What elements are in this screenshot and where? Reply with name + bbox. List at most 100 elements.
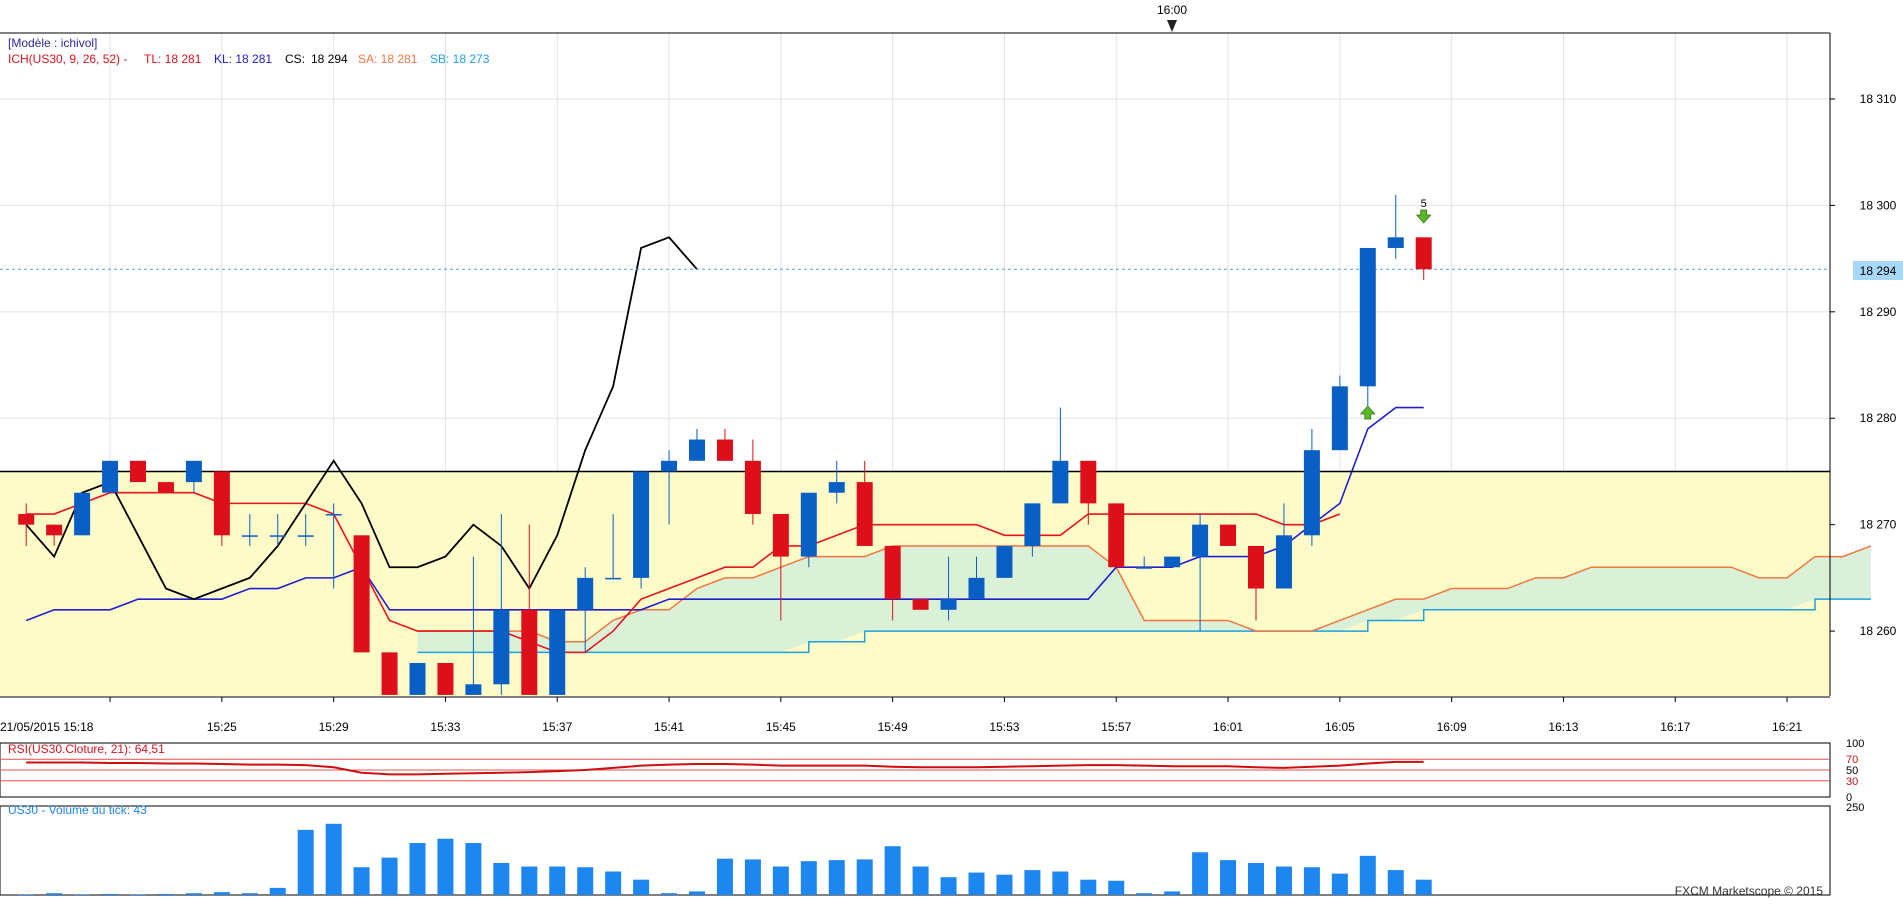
volume-bar — [1387, 870, 1404, 895]
volume-bar — [800, 861, 817, 895]
candle-body — [74, 492, 91, 536]
candle-body — [828, 482, 845, 493]
candle-body — [1080, 460, 1097, 504]
candle-body — [800, 492, 817, 557]
model-label: [Modèle : ichivol] — [8, 36, 97, 50]
candle-body — [1220, 524, 1237, 546]
candle-body — [1415, 237, 1432, 270]
volume-bar — [409, 843, 426, 895]
candle-body — [772, 514, 789, 557]
volume-bar — [716, 858, 733, 895]
volume-bar — [856, 859, 873, 895]
candle-body — [744, 460, 761, 515]
candle-body — [661, 460, 678, 472]
volume-bar — [689, 891, 705, 895]
candle-body — [409, 663, 426, 695]
volume-bar — [1415, 879, 1432, 895]
candle-body — [1359, 247, 1376, 387]
kl-label: KL: 18 281 — [214, 52, 272, 66]
volume-bar — [325, 823, 342, 895]
volume-bar — [912, 866, 929, 895]
candle-body — [213, 471, 230, 536]
rsi-tick-label: 0 — [1846, 792, 1852, 804]
volume-bar — [968, 872, 985, 895]
sb-label: SB: 18 273 — [430, 52, 490, 66]
candle-body — [1052, 460, 1069, 504]
signals — [1359, 209, 1432, 420]
volume-bar — [130, 894, 146, 895]
volume-bar — [1024, 870, 1041, 895]
candle-body — [549, 609, 566, 695]
candle-body — [102, 460, 119, 493]
time-tick-label: 16:13 — [1548, 720, 1578, 734]
candle-body — [353, 535, 370, 653]
price-tick-label: 18 280 — [1860, 411, 1897, 425]
time-tick-label: 16:01 — [1213, 720, 1243, 734]
time-tick-label: 15:57 — [1101, 720, 1131, 734]
volume-bar — [996, 874, 1013, 895]
price-tick-label: 18 300 — [1860, 198, 1897, 212]
cs-label: CS: — [285, 52, 305, 66]
volume-bar — [772, 866, 789, 895]
volume-title: US30 - Volume du tick: 43 — [8, 803, 147, 817]
candle-body — [1136, 567, 1153, 569]
volume-bar — [1080, 879, 1097, 895]
candle-body — [465, 684, 482, 695]
cs-value: 18 294 — [311, 52, 348, 66]
candle-body — [381, 652, 398, 695]
volume-bar — [1359, 855, 1376, 895]
candles — [18, 194, 1432, 695]
time-tick-label: 16:21 — [1772, 720, 1802, 734]
volume-bar — [465, 843, 482, 895]
candle-body — [46, 524, 63, 536]
candle-body — [1108, 503, 1125, 568]
time-tick-label: 15:25 — [207, 720, 237, 734]
volume-bar — [828, 860, 845, 895]
candle-body — [241, 535, 258, 537]
ich-label: ICH(US30, 9, 26, 52) - — [8, 52, 127, 66]
time-tick-label: 16:09 — [1437, 720, 1467, 734]
volume-bar — [1052, 871, 1069, 895]
rsi-tick-label: 100 — [1846, 738, 1864, 750]
candle-body — [493, 609, 510, 685]
volume-tick-label: 250 — [1846, 802, 1864, 814]
time-tick-label: 15:33 — [430, 720, 460, 734]
volume-bar — [1303, 867, 1320, 895]
rsi-title: RSI(US30.Cloture, 21): 64,51 — [8, 742, 165, 756]
volume-bar — [157, 893, 174, 895]
candle-body — [856, 482, 873, 546]
time-tick-label: 15:49 — [878, 720, 908, 734]
volume-bar — [437, 838, 454, 895]
candle-body — [940, 599, 957, 610]
rsi-tick-label: 70 — [1846, 754, 1858, 766]
indicator-legend: ICH(US30, 9, 26, 52) - TL: 18 281 KL: 18… — [8, 52, 490, 66]
chikou-line — [25, 236, 698, 601]
volume-bar — [18, 894, 35, 895]
candle-body — [1387, 237, 1404, 248]
last-price-tag-bg — [1853, 261, 1903, 280]
top-time-marker-icon — [1167, 20, 1177, 32]
candle-body — [689, 439, 705, 461]
volume-bar — [241, 893, 258, 895]
volume-bar — [633, 879, 650, 895]
volume-bar — [549, 866, 566, 895]
volume-bar — [213, 892, 230, 895]
volume-bar — [605, 871, 622, 895]
candle-body — [1164, 556, 1181, 568]
candle-body — [968, 577, 985, 600]
indicator-lines — [0, 236, 1872, 654]
volume-bar — [1220, 860, 1237, 895]
rsi-line — [26, 760, 1424, 776]
rsi-tick-label: 30 — [1846, 776, 1858, 788]
last-price-tag: 18 294 — [1860, 264, 1897, 278]
candle-body — [577, 577, 594, 610]
signal-count-label: 5 — [1421, 198, 1427, 210]
volume-bar — [1136, 893, 1153, 895]
rsi-tick-label: 50 — [1846, 765, 1858, 777]
volume-bar — [1331, 873, 1348, 895]
volume-bar — [661, 893, 678, 895]
kijun-line — [25, 406, 1424, 622]
